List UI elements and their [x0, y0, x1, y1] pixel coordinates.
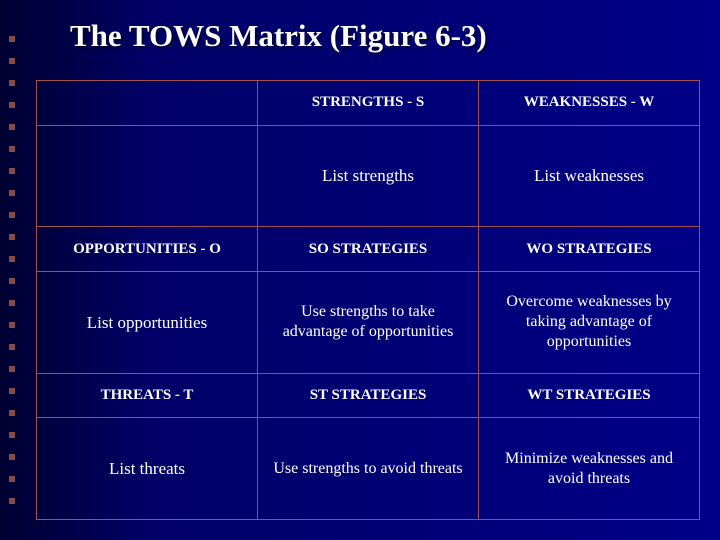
cell-so-header: SO STRATEGIES [258, 227, 479, 272]
cell-st-strategy: Use strengths to avoid threats [258, 418, 479, 520]
cell-empty-2 [37, 125, 258, 227]
cell-wo-strategy: Overcome weaknesses by taking advantage … [479, 271, 700, 373]
slide-title: The TOWS Matrix (Figure 6-3) [70, 18, 487, 54]
row-header-threats: THREATS - T [37, 373, 258, 418]
row-header-opportunities: OPPORTUNITIES - O [37, 227, 258, 272]
cell-list-weaknesses: List weaknesses [479, 125, 700, 227]
cell-st-header: ST STRATEGIES [258, 373, 479, 418]
decorative-dots [0, 0, 24, 540]
cell-list-strengths: List strengths [258, 125, 479, 227]
col-header-weaknesses: WEAKNESSES - W [479, 81, 700, 126]
cell-list-opportunities: List opportunities [37, 271, 258, 373]
cell-so-strategy: Use strengths to take advantage of oppor… [258, 271, 479, 373]
cell-wt-strategy: Minimize weaknesses and avoid threats [479, 418, 700, 520]
cell-list-threats: List threats [37, 418, 258, 520]
col-header-strengths: STRENGTHS - S [258, 81, 479, 126]
tows-matrix: STRENGTHS - S WEAKNESSES - W List streng… [36, 80, 700, 520]
cell-wt-header: WT STRATEGIES [479, 373, 700, 418]
cell-wo-header: WO STRATEGIES [479, 227, 700, 272]
cell-empty-1 [37, 81, 258, 126]
matrix-table: STRENGTHS - S WEAKNESSES - W List streng… [36, 80, 700, 520]
